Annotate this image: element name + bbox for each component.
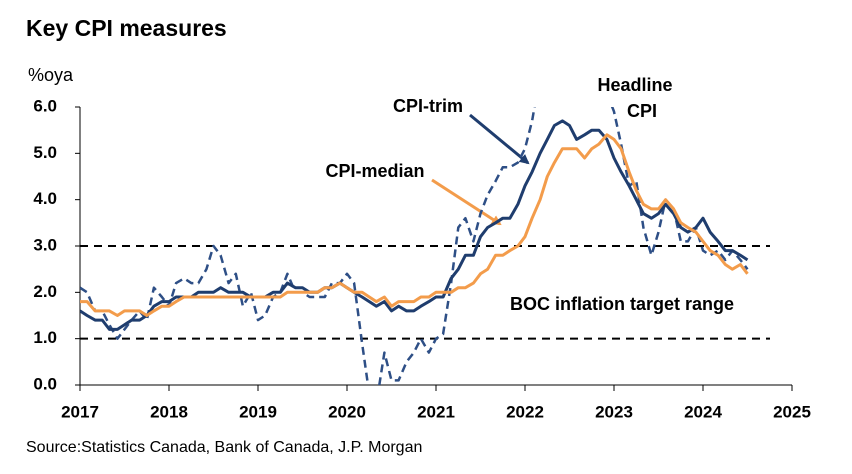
x-tick-label: 2024 [684, 402, 722, 421]
series-line [80, 133, 749, 317]
y-tick-label: 5.0 [33, 143, 57, 162]
x-tick-label: 2023 [595, 402, 633, 421]
y-tick-label: 6.0 [33, 96, 57, 115]
x-tick-label: 2021 [417, 402, 455, 421]
y-axis-label: %oya [28, 65, 74, 85]
x-tick-label: 2020 [328, 402, 366, 421]
x-tick-label: 2017 [61, 402, 99, 421]
series-line [80, 107, 749, 385]
y-tick-label: 1.0 [33, 328, 57, 347]
y-tick-label: 0.0 [33, 374, 57, 393]
y-tick-label: 3.0 [33, 235, 57, 254]
annotation: CPI-median [325, 161, 424, 181]
annotation: BOC inflation target range [510, 294, 734, 314]
annotation: CPI [627, 101, 657, 121]
y-tick-label: 2.0 [33, 282, 57, 301]
arrow [469, 113, 530, 165]
x-tick-label: 2019 [239, 402, 277, 421]
x-tick-label: 2025 [773, 402, 811, 421]
x-tick-label: 2022 [506, 402, 544, 421]
annotation: Headline [597, 75, 672, 95]
chart-title: Key CPI measures [26, 15, 227, 41]
source: Source:Statistics Canada, Bank of Canada… [26, 439, 422, 456]
annotation: CPI-trim [393, 96, 463, 116]
y-tick-label: 4.0 [33, 189, 57, 208]
x-tick-label: 2018 [150, 402, 188, 421]
arrow [431, 178, 502, 226]
